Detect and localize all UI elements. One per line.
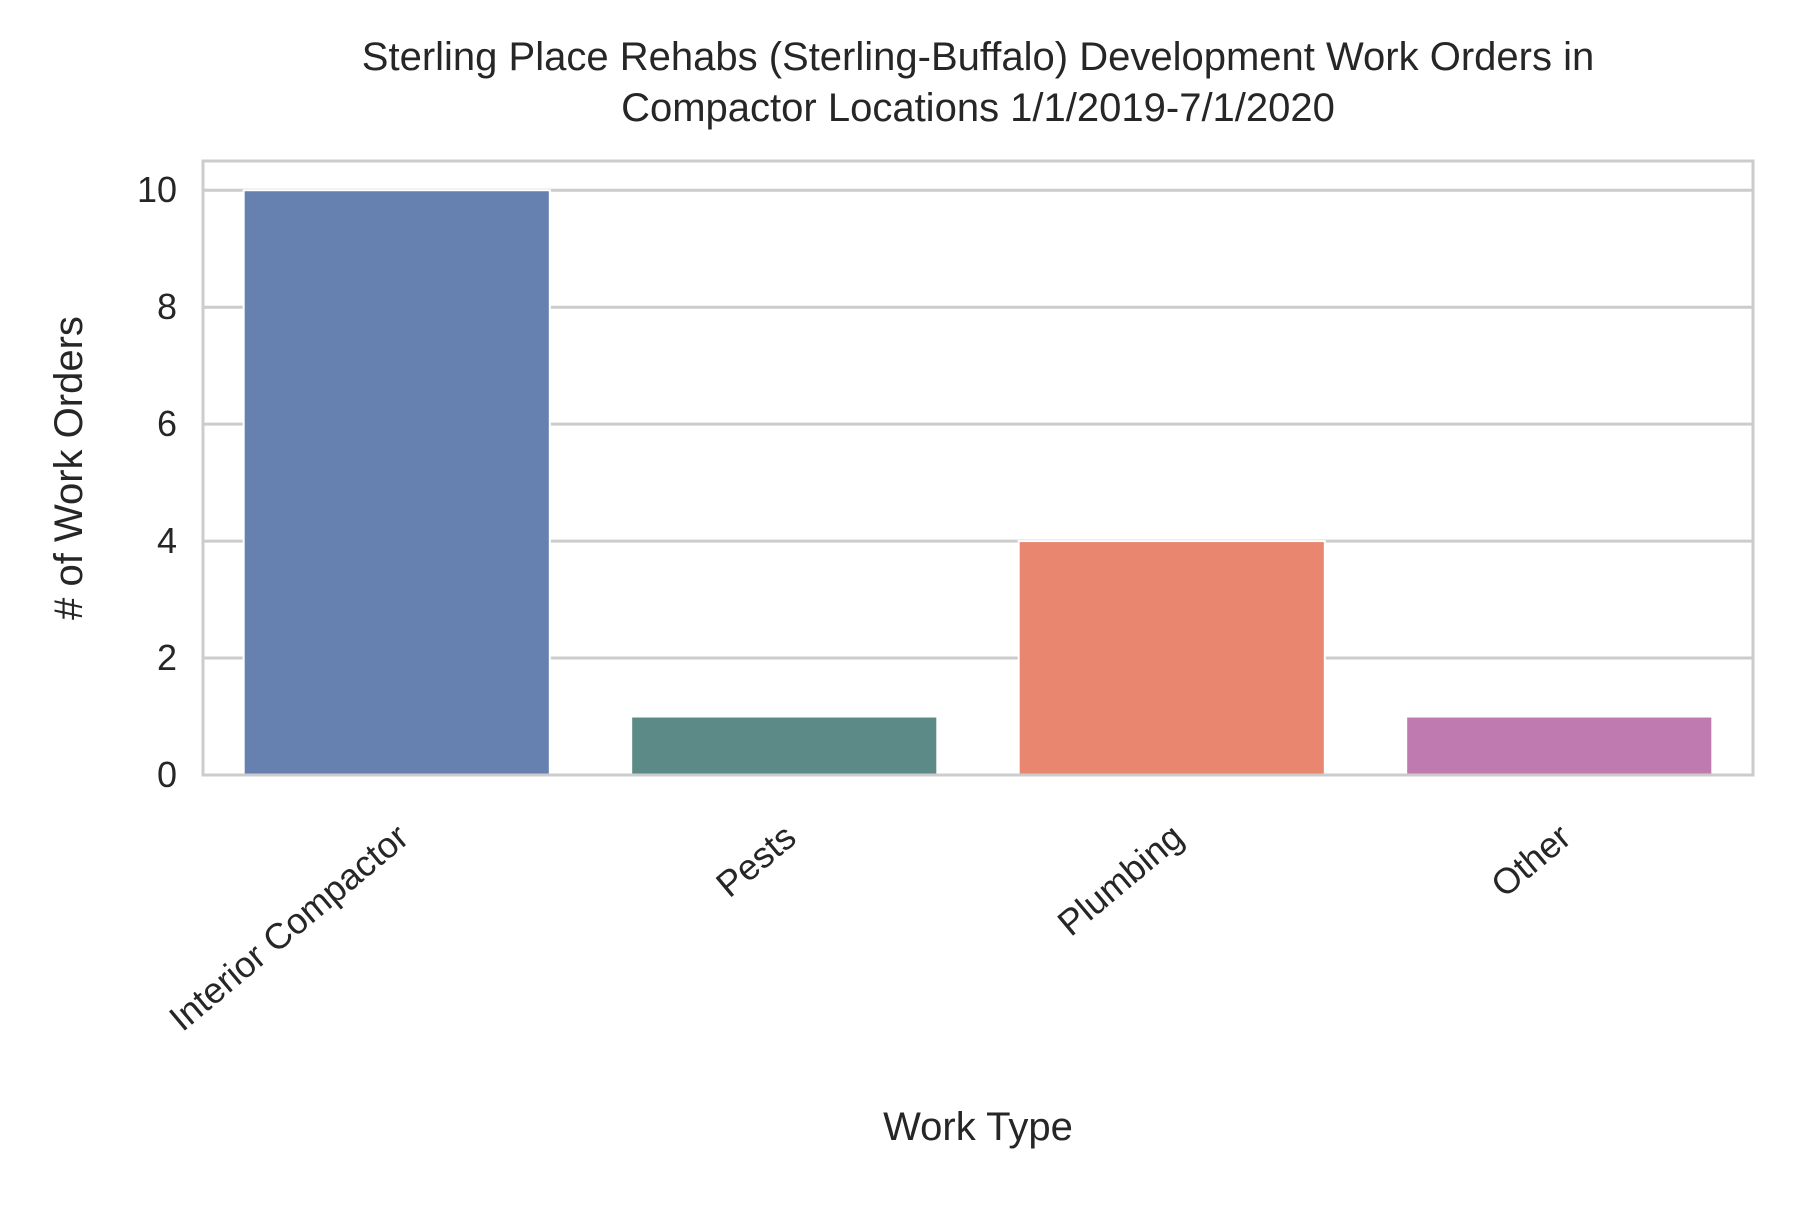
- bar-interior-compactor: [242, 189, 551, 776]
- x-tick-label: Pests: [708, 816, 803, 905]
- chart-title-line-2: Compactor Locations 1/1/2019-7/1/2020: [621, 86, 1335, 130]
- y-tick-label: 0: [157, 754, 177, 795]
- x-tick-label: Plumbing: [1050, 816, 1191, 944]
- y-tick-label: 8: [157, 286, 177, 327]
- y-tick-label: 10: [137, 169, 177, 210]
- bar-other: [1405, 715, 1714, 776]
- x-tick-label: Other: [1483, 816, 1578, 905]
- chart-title-line-1: Sterling Place Rehabs (Sterling-Buffalo)…: [362, 35, 1594, 79]
- bar-pests: [630, 715, 939, 776]
- bars: [242, 189, 1714, 776]
- x-tick-label: Interior Compactor: [161, 816, 416, 1039]
- y-tick-labels: 0 2 4 6 8 10: [137, 169, 177, 795]
- plot-frame: [201, 159, 1755, 777]
- x-tick-labels: Interior Compactor Pests Plumbing Other: [161, 816, 1578, 1039]
- x-axis-label: Work Type: [883, 1105, 1073, 1149]
- bar-plumbing: [1017, 540, 1326, 776]
- y-tick-label: 4: [157, 520, 177, 561]
- y-tick-label: 6: [157, 403, 177, 444]
- y-tick-label: 2: [157, 637, 177, 678]
- y-axis-label: # of Work Orders: [47, 316, 91, 620]
